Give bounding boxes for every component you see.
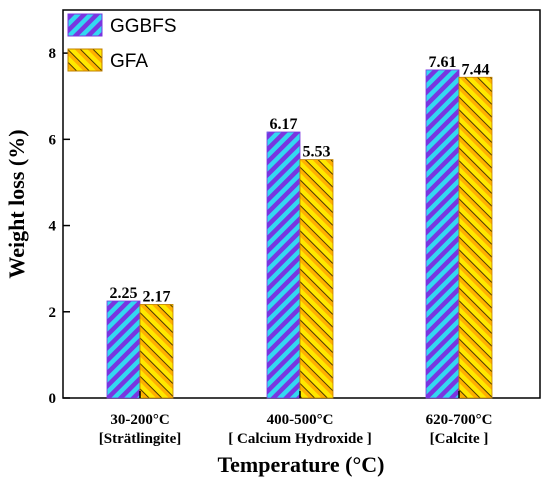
x-tick-sublabel: [Calcite ] — [430, 431, 489, 447]
data-label-gfa: 5.53 — [303, 144, 331, 161]
y-tick-label: 0 — [49, 391, 57, 407]
data-label-ggbfs: 6.17 — [270, 116, 298, 133]
bar-gfa — [299, 159, 334, 399]
bars: 2.25 6.17 7.61 2.17 5.53 7.44 — [106, 54, 493, 399]
legend-label-ggbfs: GGBFS — [110, 16, 177, 37]
legend-swatch-gfa — [67, 48, 103, 72]
y-tick-label: 8 — [49, 46, 57, 62]
y-tick-label: 2 — [49, 305, 57, 321]
x-tick-sublabel: [ Calcium Hydroxide ] — [228, 431, 371, 447]
x-axis: 30-200°C [Strätlingite] 400-500°C [ Calcium… — [99, 391, 493, 447]
legend-label-gfa: GFA — [110, 51, 148, 72]
data-label-gfa: 7.44 — [462, 61, 490, 78]
bar-gfa — [139, 304, 174, 399]
x-tick-label: 30-200°C — [110, 412, 169, 428]
bar-ggbfs — [425, 69, 460, 399]
data-label-ggbfs: 7.61 — [429, 54, 457, 71]
bar-ggbfs — [266, 131, 301, 399]
y-axis-title: Weight loss (%) — [4, 129, 29, 278]
data-label-ggbfs: 2.25 — [110, 285, 138, 302]
y-axis: 0 2 4 6 8 — [49, 46, 70, 407]
legend-swatch-ggbfs — [67, 13, 103, 37]
x-tick-label: 620-700°C — [426, 412, 493, 428]
data-label-gfa: 2.17 — [143, 288, 171, 305]
bar-gfa — [458, 76, 493, 399]
legend: GGBFS GFA — [67, 13, 177, 72]
y-tick-label: 6 — [49, 132, 57, 148]
bar-ggbfs — [106, 300, 141, 399]
y-tick-label: 4 — [49, 219, 57, 235]
x-tick-sublabel: [Strätlingite] — [99, 431, 181, 447]
x-tick-label: 400-500°C — [267, 412, 334, 428]
x-axis-title: Temperature (°C) — [217, 452, 384, 477]
